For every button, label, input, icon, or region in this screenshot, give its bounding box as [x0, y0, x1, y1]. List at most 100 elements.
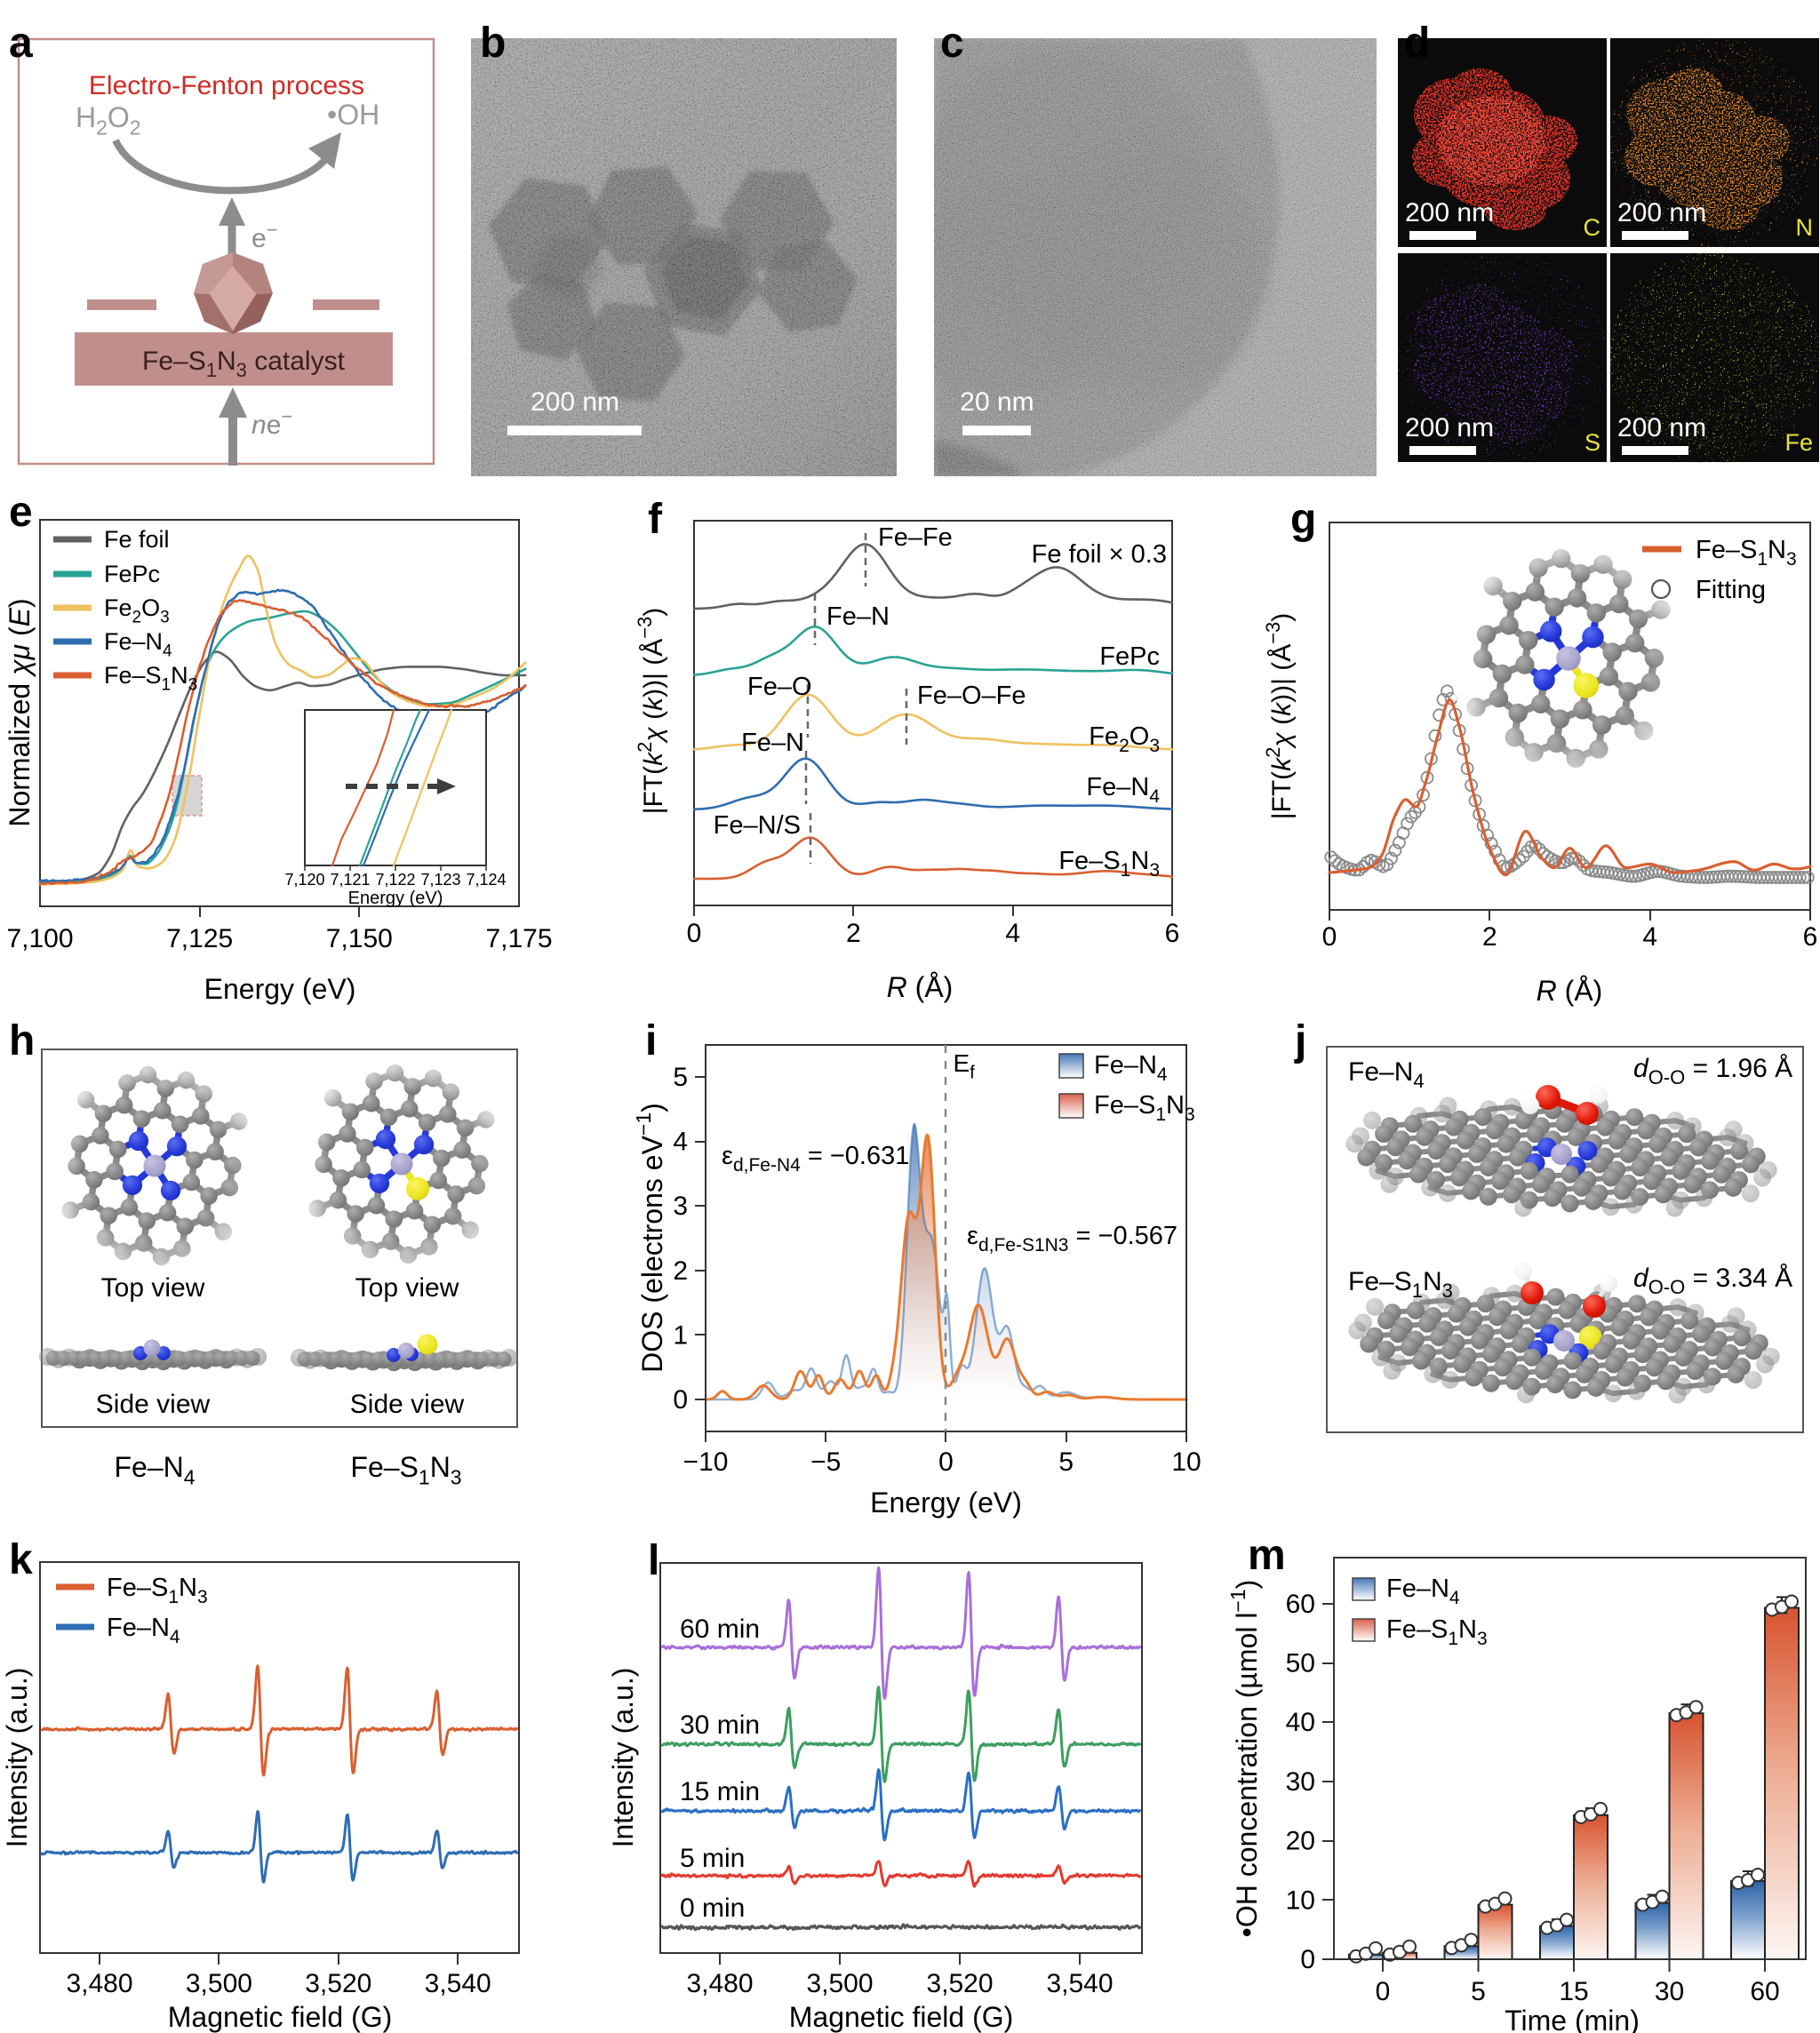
- svg-text:FePc: FePc: [104, 561, 160, 587]
- svg-text:Fe–N4: Fe–N4: [1094, 1051, 1168, 1085]
- svg-text:f: f: [648, 496, 663, 543]
- svg-text:30 min: 30 min: [680, 1710, 760, 1740]
- svg-text:15: 15: [1559, 1977, 1588, 2006]
- svg-text:60: 60: [1750, 1977, 1779, 2006]
- svg-text:200 nm: 200 nm: [1617, 198, 1706, 227]
- svg-text:Magnetic field (G): Magnetic field (G): [789, 2001, 1014, 2033]
- svg-text:Normalized χμ (E): Normalized χμ (E): [4, 598, 36, 826]
- svg-text:FePc: FePc: [1099, 642, 1160, 671]
- svg-text:•OH: •OH: [327, 99, 379, 131]
- svg-text:50: 50: [1286, 1649, 1315, 1678]
- svg-text:7,175: 7,175: [485, 924, 552, 953]
- svg-text:Fe–N: Fe–N: [826, 602, 890, 631]
- svg-text:c: c: [940, 20, 964, 67]
- svg-text:7,122: 7,122: [375, 871, 415, 889]
- svg-text:Fe–N4: Fe–N4: [1386, 1575, 1460, 1608]
- svg-text:H2O2: H2O2: [76, 101, 141, 140]
- svg-text:30: 30: [1286, 1767, 1315, 1797]
- svg-text:Fe–O: Fe–O: [747, 673, 812, 701]
- svg-text:1: 1: [673, 1320, 688, 1350]
- svg-text:Fe–Fe: Fe–Fe: [878, 523, 953, 552]
- svg-text:3,540: 3,540: [1046, 1969, 1113, 1998]
- svg-text:Fe–N: Fe–N: [741, 729, 804, 757]
- svg-text:l: l: [648, 1537, 659, 1584]
- svg-text:6: 6: [1165, 919, 1180, 948]
- svg-text:7,124: 7,124: [466, 871, 506, 889]
- svg-text:30: 30: [1655, 1977, 1684, 2006]
- svg-text:Ef: Ef: [954, 1049, 976, 1083]
- svg-text:Fe–S1N3: Fe–S1N3: [1058, 847, 1160, 881]
- svg-text:Fe–S1N3: Fe–S1N3: [1094, 1091, 1195, 1125]
- svg-text:20 nm: 20 nm: [960, 387, 1034, 417]
- svg-text:−10: −10: [683, 1447, 729, 1477]
- svg-text:10: 10: [1286, 1886, 1315, 1915]
- svg-text:i: i: [645, 1017, 657, 1064]
- svg-text:Magnetic field (G): Magnetic field (G): [168, 2001, 393, 2033]
- svg-text:Side view: Side view: [96, 1390, 211, 1419]
- svg-text:g: g: [1290, 496, 1316, 543]
- svg-text:2: 2: [673, 1256, 688, 1286]
- svg-text:|FT(k2χ (k))| (Å−3): |FT(k2χ (k))| (Å−3): [1262, 613, 1297, 820]
- svg-text:h: h: [9, 1017, 35, 1064]
- svg-text:5: 5: [1471, 1977, 1486, 2006]
- svg-text:Fe–N4: Fe–N4: [1086, 773, 1160, 807]
- svg-text:20: 20: [1286, 1827, 1315, 1856]
- svg-text:Fe–S1N3: Fe–S1N3: [1348, 1267, 1453, 1302]
- svg-text:N: N: [1796, 214, 1814, 241]
- svg-text:Electro-Fenton process: Electro-Fenton process: [89, 71, 364, 100]
- svg-text:b: b: [480, 20, 506, 67]
- svg-text:Intensity (a.u.): Intensity (a.u.): [607, 1668, 639, 1848]
- svg-text:0: 0: [1322, 922, 1337, 952]
- svg-text:5: 5: [673, 1063, 688, 1092]
- svg-text:Fe2O3: Fe2O3: [104, 594, 170, 626]
- svg-text:S: S: [1585, 429, 1600, 456]
- svg-text:0 min: 0 min: [680, 1893, 745, 1923]
- svg-text:3,520: 3,520: [305, 1969, 371, 1998]
- svg-text:Fe foil × 0.3: Fe foil × 0.3: [1032, 540, 1167, 569]
- svg-text:200 nm: 200 nm: [531, 387, 619, 417]
- svg-text:Energy (eV): Energy (eV): [204, 973, 356, 1005]
- svg-text:Fitting: Fitting: [1696, 576, 1766, 604]
- svg-text:5 min: 5 min: [680, 1844, 745, 1873]
- svg-text:Fe–S1N3: Fe–S1N3: [1386, 1615, 1488, 1649]
- svg-text:m: m: [1248, 1532, 1286, 1579]
- svg-text:•OH concentration (µmol l−1): •OH concentration (µmol l−1): [1226, 1580, 1263, 1938]
- svg-text:ne−: ne−: [251, 405, 292, 440]
- svg-text:j: j: [1294, 1017, 1306, 1064]
- svg-text:3: 3: [673, 1192, 688, 1221]
- svg-text:Fe–S1N3: Fe–S1N3: [104, 662, 197, 694]
- svg-text:d: d: [1404, 20, 1430, 67]
- svg-text:Fe–N/S: Fe–N/S: [714, 811, 801, 840]
- svg-text:dO-O = 1.96 Å: dO-O = 1.96 Å: [1633, 1054, 1792, 1088]
- svg-text:4: 4: [1005, 919, 1020, 948]
- svg-text:4: 4: [673, 1128, 688, 1157]
- svg-text:0: 0: [673, 1385, 688, 1415]
- svg-text:15 min: 15 min: [680, 1777, 760, 1806]
- svg-text:Top view: Top view: [101, 1273, 205, 1303]
- svg-text:Fe–N4: Fe–N4: [114, 1451, 195, 1489]
- svg-text:R (Å): R (Å): [1537, 975, 1603, 1007]
- svg-text:3,500: 3,500: [186, 1969, 252, 1998]
- svg-text:dO-O = 3.34 Å: dO-O = 3.34 Å: [1633, 1264, 1792, 1298]
- svg-text:2: 2: [846, 919, 861, 948]
- svg-text:e−: e−: [251, 219, 278, 253]
- svg-text:Fe2O3: Fe2O3: [1089, 722, 1160, 756]
- svg-text:Time (min): Time (min): [1505, 2005, 1640, 2033]
- svg-text:Fe foil: Fe foil: [104, 526, 170, 553]
- svg-text:7,150: 7,150: [326, 924, 393, 953]
- svg-text:−5: −5: [810, 1447, 841, 1477]
- svg-text:DOS (electrons eV−1): DOS (electrons eV−1): [632, 1103, 668, 1373]
- svg-text:7,123: 7,123: [420, 871, 460, 889]
- svg-text:k: k: [9, 1536, 33, 1583]
- svg-text:C: C: [1584, 214, 1601, 241]
- svg-text:0: 0: [687, 919, 702, 948]
- svg-text:Fe: Fe: [1784, 429, 1813, 456]
- svg-text:|FT(k2χ (k))| (Å−3): |FT(k2χ (k))| (Å−3): [634, 608, 668, 815]
- svg-text:7,125: 7,125: [166, 924, 233, 953]
- svg-text:Fe–S1N3: Fe–S1N3: [350, 1451, 461, 1489]
- svg-text:Energy (eV): Energy (eV): [870, 1487, 1022, 1519]
- svg-text:4: 4: [1642, 922, 1657, 952]
- svg-text:Side view: Side view: [350, 1390, 465, 1419]
- svg-text:7,120: 7,120: [284, 871, 324, 889]
- svg-text:Intensity (a.u.): Intensity (a.u.): [1, 1668, 33, 1848]
